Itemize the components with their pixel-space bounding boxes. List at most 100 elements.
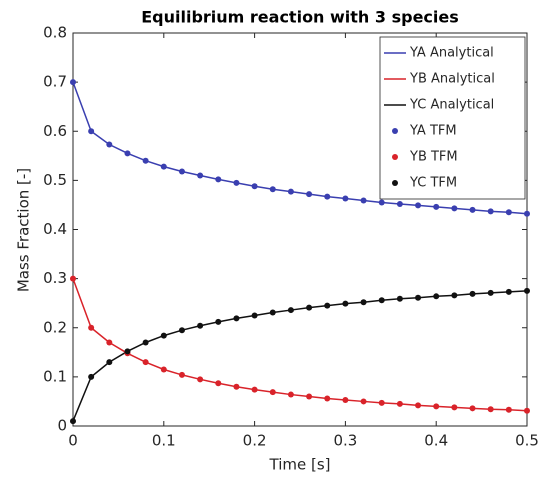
- data-point: [342, 300, 349, 307]
- data-point: [160, 332, 167, 339]
- data-point: [524, 407, 530, 414]
- data-point: [324, 302, 331, 309]
- data-point: [269, 186, 276, 193]
- legend-swatch: [392, 154, 398, 160]
- data-point: [70, 79, 76, 86]
- data-point: [324, 193, 331, 200]
- legend-label: YB TFM: [409, 150, 458, 165]
- legend-label: YC Analytical: [409, 98, 494, 113]
- data-point: [88, 373, 95, 380]
- data-point: [215, 380, 222, 387]
- data-point: [433, 203, 440, 210]
- data-point: [415, 202, 422, 209]
- data-point: [324, 395, 331, 402]
- y-tick-label: 0.3: [43, 269, 67, 287]
- y-tick-label: 0: [57, 417, 67, 435]
- data-point: [505, 209, 512, 216]
- series-line: [72, 81, 528, 215]
- data-point: [70, 418, 76, 425]
- data-point: [306, 393, 313, 400]
- data-point: [142, 339, 149, 346]
- data-point: [251, 183, 258, 190]
- legend-swatch: [392, 180, 398, 186]
- y-tick-label: 0.1: [43, 367, 67, 385]
- legend-label: YA Analytical: [409, 46, 494, 61]
- x-tick-label: 0.1: [152, 432, 176, 450]
- data-point: [469, 290, 476, 297]
- data-point: [505, 406, 512, 413]
- data-point: [469, 206, 476, 213]
- data-point: [360, 398, 367, 405]
- data-point: [433, 403, 440, 410]
- data-point: [178, 168, 185, 175]
- data-point: [469, 405, 476, 412]
- data-point: [160, 163, 167, 170]
- data-point: [360, 197, 367, 204]
- data-point: [342, 396, 349, 403]
- data-point: [106, 141, 113, 148]
- data-point: [451, 404, 458, 411]
- data-point: [269, 309, 276, 316]
- series-line: [72, 290, 528, 422]
- data-point: [360, 299, 367, 306]
- data-point: [342, 195, 349, 202]
- y-axis-label: Mass Fraction [-]: [15, 168, 33, 292]
- data-point: [487, 406, 494, 413]
- data-point: [142, 359, 149, 366]
- data-point: [233, 179, 240, 186]
- chart-title: Equilibrium reaction with 3 species: [141, 8, 459, 27]
- y-tick-label: 0.4: [43, 220, 67, 238]
- data-point: [124, 348, 131, 355]
- x-tick-label: 0.5: [515, 432, 539, 450]
- data-point: [487, 208, 494, 215]
- data-point: [287, 307, 294, 314]
- data-point: [505, 288, 512, 295]
- data-point: [306, 304, 313, 311]
- data-point: [215, 318, 222, 325]
- legend-box: [379, 36, 526, 200]
- data-point: [415, 402, 422, 409]
- data-point: [160, 366, 167, 373]
- data-point: [378, 199, 385, 206]
- data-point: [487, 289, 494, 296]
- data-point: [396, 200, 403, 207]
- data-point: [378, 297, 385, 304]
- data-point: [433, 293, 440, 300]
- data-point: [197, 172, 204, 179]
- data-point: [524, 210, 530, 217]
- x-tick-label: 0.3: [333, 432, 357, 450]
- data-point: [287, 391, 294, 398]
- data-point: [233, 315, 240, 322]
- data-point: [306, 191, 313, 198]
- data-point: [88, 324, 95, 331]
- x-tick-label: 0: [68, 432, 78, 450]
- y-tick-label: 0.2: [43, 318, 67, 336]
- data-point: [524, 287, 530, 294]
- data-point: [178, 327, 185, 334]
- y-tick-label: 0.6: [43, 122, 67, 140]
- data-point: [287, 188, 294, 195]
- data-point: [378, 399, 385, 406]
- data-point: [178, 371, 185, 378]
- data-point: [142, 157, 149, 164]
- data-point: [70, 275, 76, 282]
- data-point: [88, 128, 95, 135]
- y-tick-label: 0.5: [43, 171, 67, 189]
- y-tick-label: 0.7: [43, 73, 67, 91]
- x-axis-label: Time [s]: [269, 456, 331, 474]
- data-point: [197, 322, 204, 329]
- y-tick-label: 0.8: [43, 24, 67, 42]
- x-tick-label: 0.2: [243, 432, 267, 450]
- x-tick-label: 0.4: [424, 432, 448, 450]
- data-point: [451, 292, 458, 299]
- data-point: [106, 339, 113, 346]
- series-line: [72, 278, 528, 412]
- data-point: [396, 400, 403, 407]
- data-point: [215, 176, 222, 183]
- data-point: [251, 312, 258, 319]
- data-point: [233, 383, 240, 390]
- legend-swatch: [392, 128, 398, 134]
- data-point: [251, 386, 258, 393]
- legend-label: YA TFM: [409, 124, 457, 139]
